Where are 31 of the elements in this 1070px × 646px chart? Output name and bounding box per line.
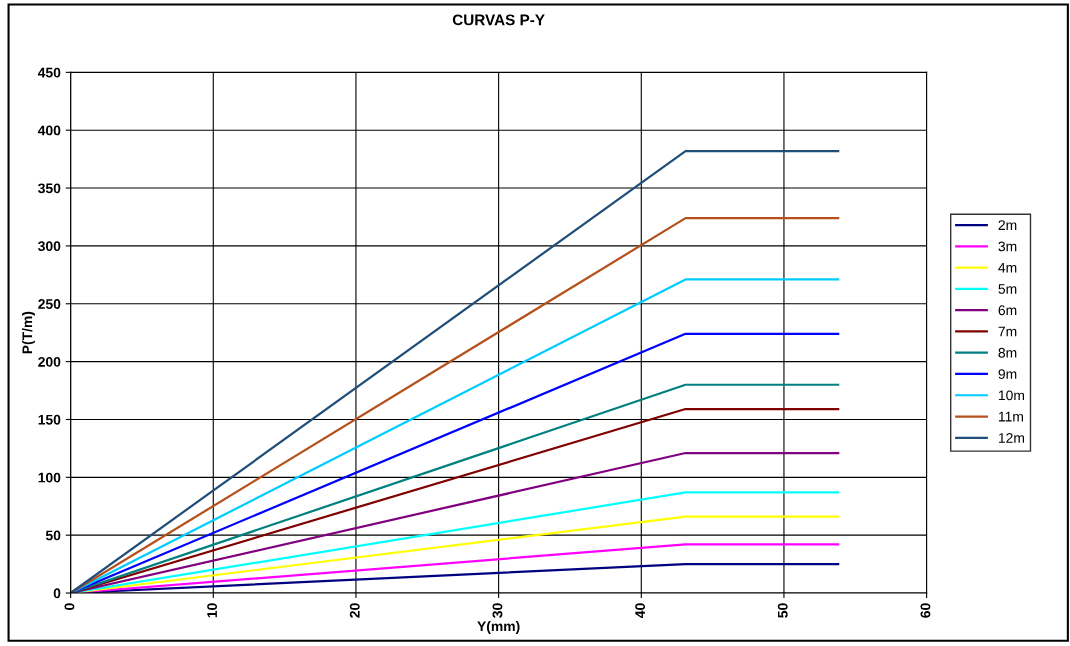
x-tick-label: 20 <box>349 603 360 618</box>
legend-label: 2m <box>998 220 1017 230</box>
legend-label: 7m <box>998 326 1017 337</box>
y-tick-label: 400 <box>37 125 61 136</box>
y-axis-title: P(T/m) <box>22 311 35 354</box>
x-tick-label: 30 <box>492 603 503 618</box>
legend-label: 6m <box>998 305 1017 316</box>
x-axis-title: Y(mm) <box>477 620 520 634</box>
x-tick-label: 50 <box>777 603 788 618</box>
legend-label: 10m <box>998 390 1025 401</box>
y-tick-label: 300 <box>38 241 61 252</box>
y-tick-label: 100 <box>38 472 61 483</box>
legend-label: 9m <box>998 369 1017 379</box>
legend-label: 5m <box>998 284 1017 294</box>
y-tick-label: 200 <box>38 356 61 367</box>
y-tick-label: 250 <box>38 299 61 309</box>
x-tick-label: 60 <box>920 603 931 618</box>
x-tick-label: 10 <box>207 603 218 618</box>
x-tick-label: 40 <box>635 603 646 618</box>
x-tick-label: 0 <box>64 603 75 610</box>
y-tick-label: 450 <box>37 67 61 78</box>
y-tick-label: 0 <box>53 588 61 599</box>
y-tick-label: 150 <box>38 414 61 425</box>
y-tick-label: 50 <box>45 530 61 541</box>
legend-label: 3m <box>998 241 1017 252</box>
legend-label: 4m <box>998 262 1017 273</box>
legend-label: 8m <box>998 347 1017 358</box>
legend-label: 11m <box>998 411 1023 422</box>
chart-title: CURVAS P-Y <box>452 14 545 26</box>
y-tick-label: 350 <box>38 183 61 194</box>
legend-label: 12m <box>998 432 1025 443</box>
